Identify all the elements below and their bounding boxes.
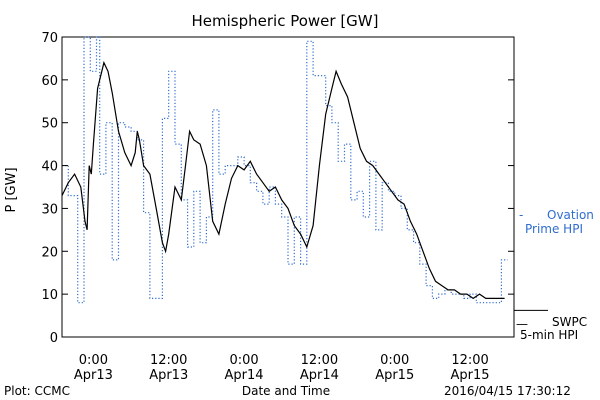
y-tick-label-10: 10 xyxy=(41,288,58,303)
chart-title: Hemispheric Power [GW] xyxy=(192,12,379,30)
y-tick-label-70: 70 xyxy=(41,31,58,46)
y-tick-label-20: 20 xyxy=(41,245,58,260)
x-tick-label-date-3: Apr14 xyxy=(300,368,339,383)
x-axis: 0:00Apr1312:00Apr130:00Apr1412:00Apr140:… xyxy=(74,353,490,383)
y-tick-label-40: 40 xyxy=(41,160,58,175)
x-tick-label-time-1: 12:00 xyxy=(150,353,187,368)
x-axis-label: Date and Time xyxy=(242,384,330,398)
x-tick-label-date-4: Apr15 xyxy=(375,368,414,383)
y-tick-label-50: 50 xyxy=(41,117,58,132)
legend-swpc-marker: — xyxy=(516,317,528,331)
x-tick-label-date-1: Apr13 xyxy=(149,368,188,383)
x-tick-label-date-2: Apr14 xyxy=(225,368,264,383)
plot-area xyxy=(61,36,515,338)
y-axis-label: P [GW] xyxy=(4,167,19,212)
series-ovation-prime-hpi xyxy=(62,36,508,304)
x-tick-label-time-3: 12:00 xyxy=(301,353,338,368)
swpc-line xyxy=(61,60,505,300)
x-tick-label-time-4: 0:00 xyxy=(380,353,409,368)
x-tick-label-date-0: Apr13 xyxy=(74,368,113,383)
legend-swpc: — SWPC 5-min HPI xyxy=(516,315,587,342)
legend-ovation: - Ovation Prime HPI xyxy=(519,208,594,236)
y-tick-label-30: 30 xyxy=(41,202,58,217)
legend: - Ovation Prime HPI — SWPC 5-min HPI xyxy=(514,208,594,342)
legend-swpc-label-line2: 5-min HPI xyxy=(520,328,578,342)
ovation-line xyxy=(62,36,508,304)
legend-ovation-label-line2: Prime HPI xyxy=(525,222,583,236)
footer-timestamp: 2016/04/15 17:30:12 xyxy=(444,384,571,398)
legend-ovation-marker: - xyxy=(519,208,523,222)
legend-swpc-label-line1: SWPC xyxy=(552,315,587,329)
x-tick-label-time-0: 0:00 xyxy=(79,353,108,368)
y-tick-label-60: 60 xyxy=(41,74,58,89)
x-tick-label-time-5: 12:00 xyxy=(451,353,488,368)
footer-plot-credit: Plot: CCMC xyxy=(4,384,70,398)
y-axis: 0 10 20 30 40 50 60 70 xyxy=(41,31,514,346)
legend-ovation-label-line1: Ovation xyxy=(547,208,594,222)
x-tick-label-date-5: Apr15 xyxy=(451,368,490,383)
y-tick-label-0: 0 xyxy=(50,331,58,346)
x-tick-label-time-2: 0:00 xyxy=(229,353,258,368)
series-swpc-5min-hpi xyxy=(61,60,505,300)
plot-frame xyxy=(61,36,515,338)
